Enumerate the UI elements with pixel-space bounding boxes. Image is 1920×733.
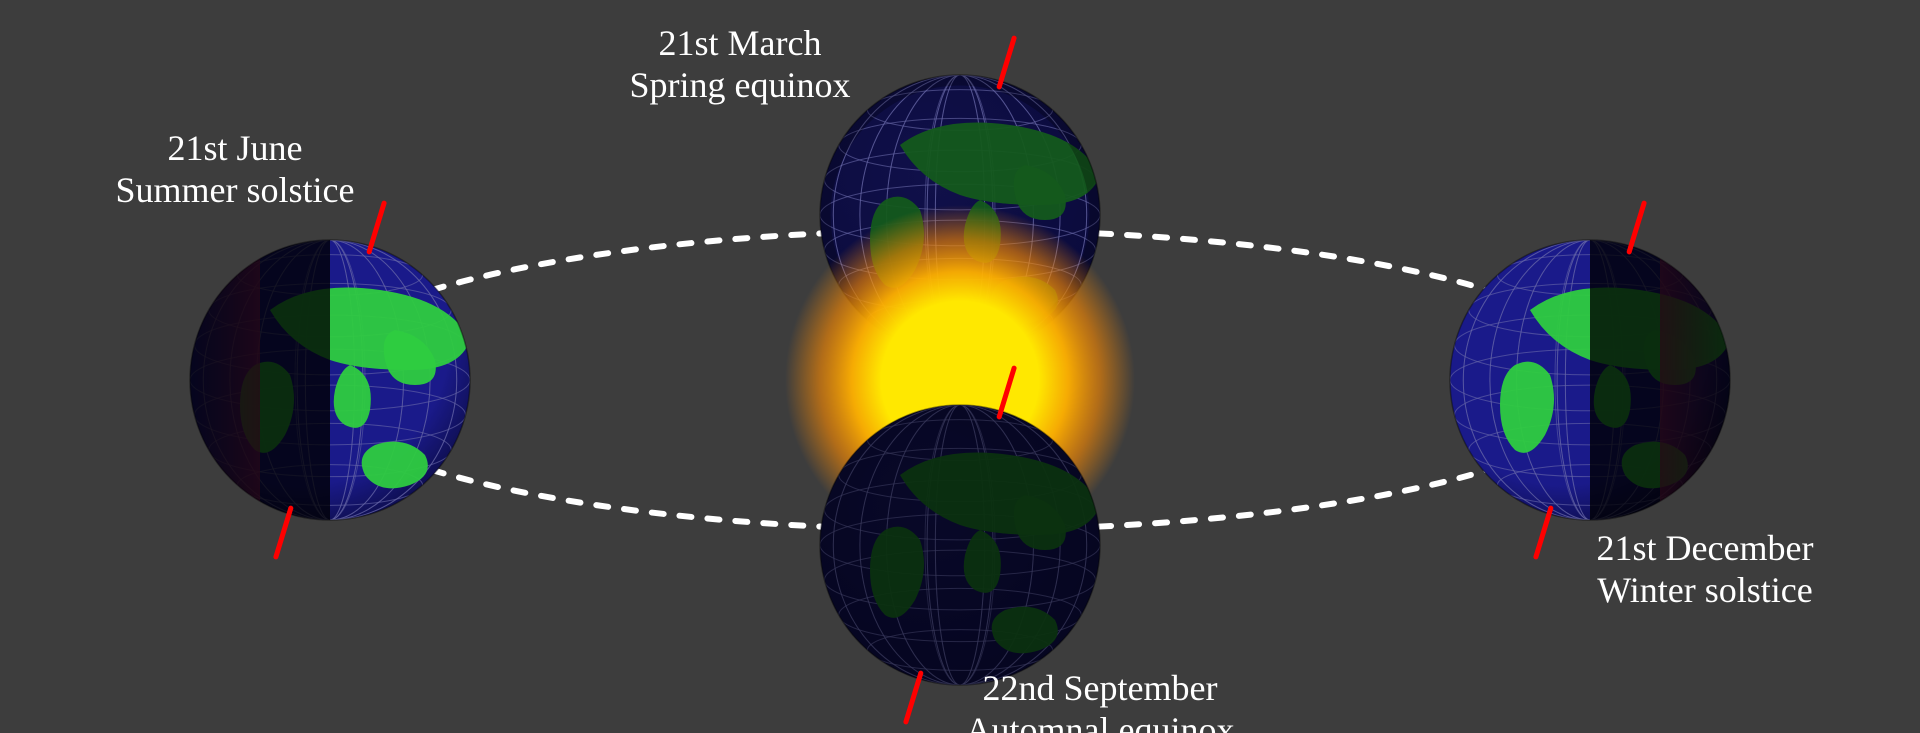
label-autumn: 22nd SeptemberAutomnal equinox [966, 668, 1235, 733]
earth-winter [1450, 240, 1730, 520]
earth-autumn [820, 405, 1100, 685]
orbit-diagram: 21st MarchSpring equinox21st JuneSummer … [0, 0, 1920, 733]
earth-summer [190, 240, 470, 520]
